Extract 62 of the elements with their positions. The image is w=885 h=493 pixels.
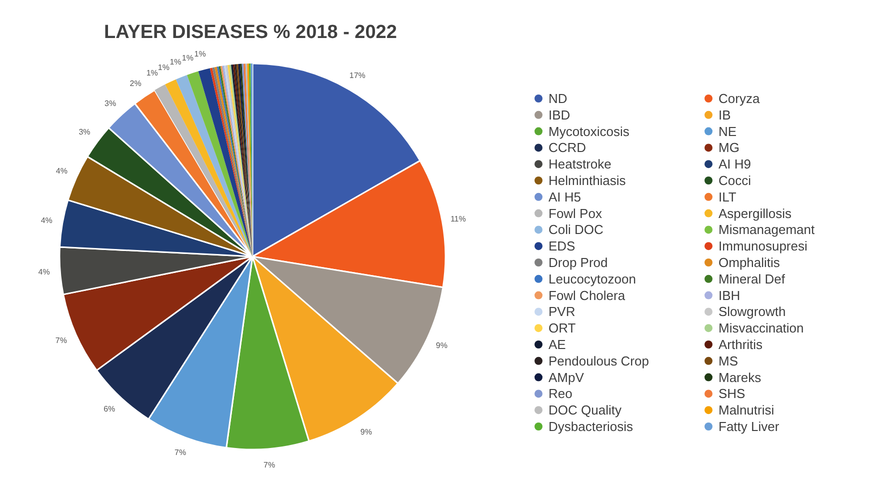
legend-label: Reo [548,386,572,402]
data-label: 4% [40,216,52,225]
legend-label: Heatstroke [548,156,612,172]
data-label: 7% [55,336,67,346]
legend-label: PVR [548,304,576,320]
legend-label: AI H9 [718,156,752,172]
legend-label: Fowl Cholera [548,288,626,303]
data-label: 9% [436,340,448,350]
legend-label: Aspergillosis [718,206,792,221]
data-label: 7% [264,460,276,470]
legend-label: Slowgrowth [718,304,786,320]
data-label: 17% [349,71,366,80]
legend-label: Leucocytozoon [548,271,636,286]
legend-label: IBD [548,107,570,122]
data-label: 11% [450,214,466,224]
data-label: 3% [78,128,90,137]
legend-label: ORT [548,320,576,336]
legend-label: IB [718,107,731,122]
data-label: 4% [38,267,50,276]
legend-label: Drop Prod [548,255,608,270]
legend-label: IBH [718,288,740,303]
data-label: 3% [104,98,116,108]
data-label: 2% [130,78,142,88]
data-label: 9% [360,427,372,436]
legend-label: ND [548,91,568,106]
legend-label: AE [548,337,566,352]
legend-label: Fowl Pox [548,206,602,221]
data-label: 1% [170,58,182,67]
data-label: 7% [174,448,186,458]
legend-label: Coryza [718,91,760,106]
data-label: 1% [158,62,170,72]
legend-label: SHS [718,386,746,402]
legend-label: Mareks [718,370,762,385]
data-label: 6% [104,404,116,414]
data-label: 1% [182,53,194,62]
legend-label: Arthritis [718,337,764,352]
legend-label: Fatty Liver [718,419,780,434]
chart-title: LAYER DISEASES % 2018 - 2022 [104,22,397,43]
legend-label: CCRD [548,140,586,156]
legend-label: Malnutrisi [718,402,774,418]
legend-label: DOC Quality [548,402,622,418]
legend-label: Dysbacteriosis [548,419,634,434]
legend-label: Misvaccination [718,320,804,336]
legend-label: AI H5 [548,189,582,204]
legend-label: Cocci [718,173,752,188]
legend-label: MG [718,140,740,156]
legend-label: NE [718,124,737,139]
legend-label: ILT [718,189,736,204]
legend-label: Mycotoxicosis [548,124,630,139]
data-label: 1% [146,68,158,78]
legend-label: Pendoulous Crop [548,353,649,368]
legend-label: AMpV [548,370,584,385]
data-label: 1% [194,50,206,59]
legend-label: Immunosupresi [718,238,808,254]
legend-label: Omphalitis [718,255,780,270]
legend-label: Mineral Def [718,271,786,286]
data-label: 4% [56,166,68,176]
legend-label: EDS [548,238,576,254]
legend-label: Helminthiasis [548,173,626,188]
legend-label: Coli DOC [548,222,604,238]
legend-label: Mismanagemant [718,222,815,238]
legend-label: MS [718,353,738,368]
